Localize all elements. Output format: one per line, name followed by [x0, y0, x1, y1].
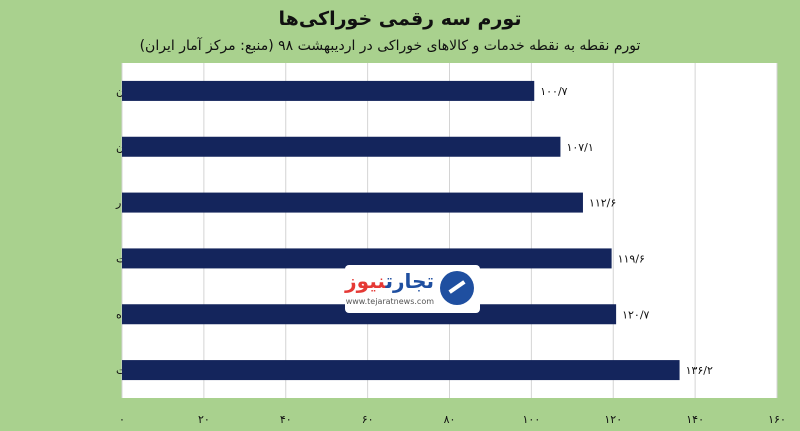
x-tick-label: ۱۴۰: [686, 413, 704, 426]
bar: [122, 136, 561, 157]
value-labels: ۱۰۰/۷ ۱۰۷/۱ ۱۱۲/۶ ۱۱۹/۶ ۱۲۰/۷ ۱۳۶/۲: [540, 85, 713, 377]
value-label: ۱۳۶/۲: [686, 364, 713, 377]
bar: [122, 248, 612, 269]
x-tick-label: ۰: [119, 413, 125, 426]
x-tick-label: ۱۶۰: [768, 413, 786, 426]
value-label: ۱۰۷/۱: [566, 141, 593, 154]
x-tick-label: ۲۰: [198, 413, 210, 426]
watermark-url: www.tejaratnews.com: [345, 297, 434, 306]
x-tick-label: ۸۰: [444, 413, 456, 426]
bar: [122, 360, 680, 381]
x-tick-label: ۴۰: [280, 413, 292, 426]
x-axis-ticks: ۰ ۲۰ ۴۰ ۶۰ ۸۰ ۱۰۰ ۱۲۰ ۱۴۰ ۱۶۰: [119, 413, 786, 426]
watermark-logo: تجارتنیوز www.tejaratnews.com: [345, 265, 480, 313]
bar: [122, 304, 617, 325]
gridlines: [121, 63, 778, 398]
value-label: ۱۱۹/۶: [618, 252, 645, 265]
watermark-brand-blue: تجارت: [385, 269, 434, 293]
brand-logo-icon: [440, 271, 474, 305]
bar: [122, 80, 535, 101]
bars: [122, 80, 680, 381]
x-tick-label: ۱۰۰: [523, 413, 541, 426]
watermark-brand: تجارتنیوز: [345, 269, 434, 293]
chart-subtitle: تورم نقطه به نقطه خدمات و کالاهای خوراکی…: [139, 38, 641, 54]
x-tick-label: ۱۲۰: [604, 413, 622, 426]
x-tick-label: ۶۰: [362, 413, 374, 426]
watermark-brand-red: نیوز: [345, 269, 386, 293]
bar: [122, 192, 583, 213]
value-label: ۱۱۲/۶: [589, 197, 616, 210]
chart-title: تورم سه رقمی خوراکی‌ها: [278, 8, 522, 30]
value-label: ۱۲۰/۷: [622, 308, 649, 321]
value-label: ۱۰۰/۷: [540, 85, 567, 98]
